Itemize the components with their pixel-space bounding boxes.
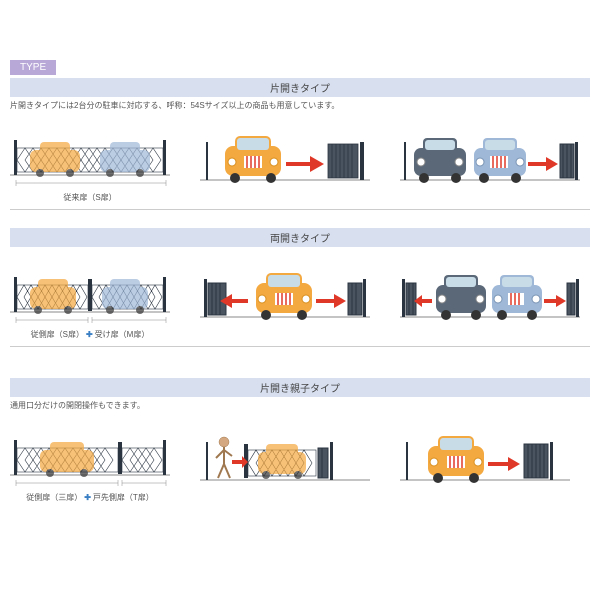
plus-icon: ✚ [86, 330, 93, 339]
closed-gate-diagram [10, 420, 170, 490]
section-parent-child: 片開き親子タイプ 通用口分だけの開閉操作もできます。 [10, 378, 590, 503]
closed-gate-diagram [10, 257, 170, 327]
diagram-row [10, 247, 590, 329]
section-desc: 片開きタイプには2台分の駐車に対応する、呼称：54Sサイズ以上の商品も用意してい… [10, 97, 590, 114]
closed-gate-diagram [10, 120, 170, 190]
separator [10, 346, 590, 347]
section-double: 両開きタイプ [10, 228, 590, 347]
section-desc: 通用口分だけの開閉操作もできます。 [10, 397, 590, 414]
open-two-car-diagram [400, 120, 580, 190]
diagram-row [10, 414, 590, 492]
open-two-car-diagram [400, 257, 580, 327]
open-one-car-diagram [200, 120, 370, 190]
section-title: 片開き親子タイプ [10, 378, 590, 397]
car-open-diagram [400, 420, 570, 490]
caption-row: 従来扉（S扉） [10, 192, 590, 203]
caption: 従来扉（S扉） [10, 192, 170, 203]
caption-row: 従側扉（三扉）✚戸先側扉（T扉） [10, 492, 590, 503]
section-single: 片開きタイプ 片開きタイプには2台分の駐車に対応する、呼称：54Sサイズ以上の商… [10, 78, 590, 210]
caption-row: 従側扉（S扉）✚受け扉（M扉） [10, 329, 590, 340]
pedestrian-diagram [200, 420, 370, 490]
section-title: 片開きタイプ [10, 78, 590, 97]
plus-icon: ✚ [84, 493, 91, 502]
open-one-car-diagram [200, 257, 370, 327]
section-title: 両開きタイプ [10, 228, 590, 247]
diagram-row [10, 114, 590, 192]
separator [10, 209, 590, 210]
type-badge: TYPE [10, 60, 56, 75]
caption: 従側扉（S扉）✚受け扉（M扉） [10, 329, 170, 340]
caption: 従側扉（三扉）✚戸先側扉（T扉） [10, 492, 170, 503]
